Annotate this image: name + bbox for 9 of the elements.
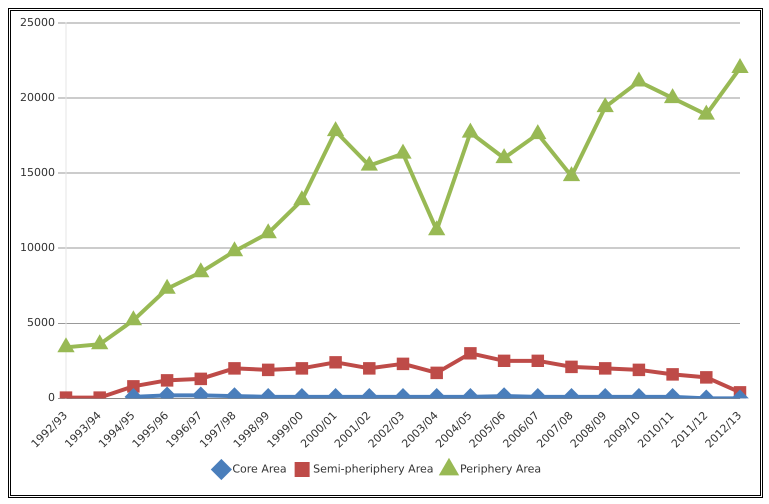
legend-label: Core Area	[232, 462, 287, 476]
y-tick-label: 25000	[20, 16, 55, 29]
y-tick-label: 15000	[20, 166, 55, 179]
y-tick-label: 20000	[20, 90, 55, 104]
legend-label: Periphery Area	[460, 462, 542, 476]
y-tick-label: 10000	[20, 241, 55, 254]
y-tick-label: 0	[48, 391, 55, 404]
legend-label: Semi-pheriphery Area	[313, 462, 434, 476]
y-tick-label: 5000	[26, 316, 55, 330]
